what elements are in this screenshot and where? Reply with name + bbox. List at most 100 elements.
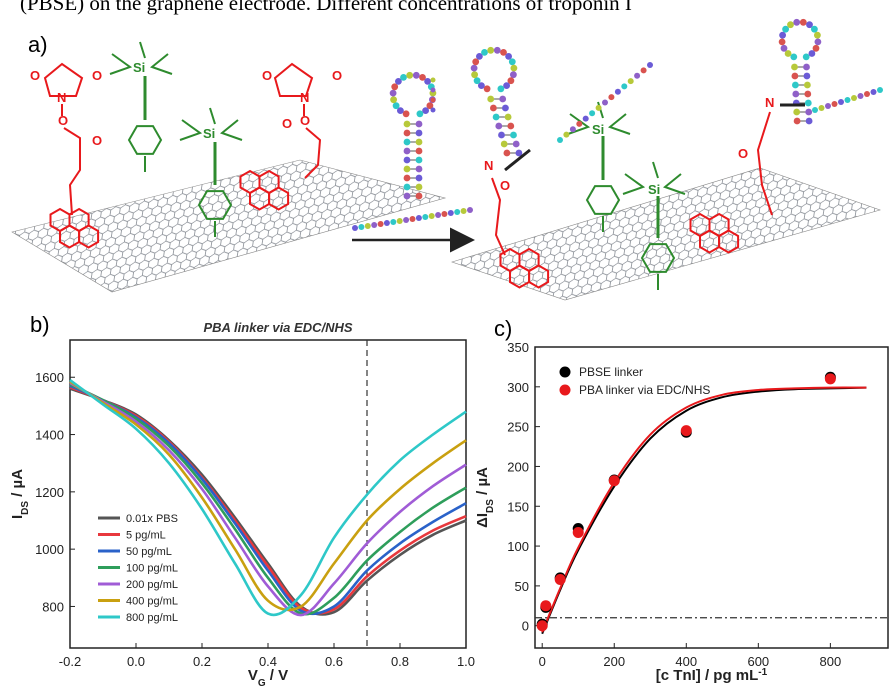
nucleotide — [502, 105, 509, 112]
nucleotide — [787, 21, 794, 28]
ring — [587, 186, 619, 214]
nucleotide — [416, 193, 423, 200]
nucleotide — [647, 62, 653, 68]
nucleotide — [404, 166, 411, 173]
nucleotide — [404, 130, 411, 137]
x-tick-label: 0.8 — [391, 654, 409, 669]
label-part: -1 — [758, 667, 767, 678]
nucleotide — [505, 114, 512, 121]
panel-label: a) — [28, 32, 48, 57]
atom-label: O — [332, 68, 342, 83]
nucleotide — [812, 107, 818, 113]
nucleotide — [422, 214, 428, 220]
x-axis-label: [c TnI] / pg mL-1 — [656, 667, 768, 685]
nucleotide — [413, 72, 420, 79]
nucleotide — [825, 103, 831, 109]
nucleotide — [429, 213, 435, 219]
nucleotide — [441, 211, 447, 217]
nucleotide — [814, 32, 821, 39]
data-point — [573, 527, 584, 538]
atom-label: Si — [133, 60, 145, 75]
nucleotide — [815, 39, 822, 46]
nucleotide — [417, 110, 424, 117]
nucleotide — [490, 105, 497, 112]
panel-label: b) — [30, 312, 50, 337]
nucleotide — [498, 85, 505, 92]
nucleotide — [513, 141, 520, 148]
nucleotide — [393, 102, 400, 109]
nucleotide — [416, 130, 423, 137]
nucleotide — [804, 82, 811, 89]
nucleotide — [838, 99, 844, 105]
label-part: / V — [266, 667, 289, 684]
nucleotide — [805, 109, 812, 116]
nucleotide — [495, 123, 502, 130]
nucleotide — [416, 121, 423, 128]
atom-label: Si — [592, 122, 604, 137]
bond — [64, 128, 80, 215]
nucleotide — [435, 212, 441, 218]
y-tick-label: 100 — [507, 539, 529, 554]
nucleotide — [404, 184, 411, 191]
legend-label: 200 pg/mL — [126, 579, 178, 591]
nucleotide — [851, 95, 857, 101]
nucleotide — [791, 64, 798, 71]
label-part: ΔI — [474, 513, 491, 528]
nucleotide — [403, 217, 409, 223]
nucleotide — [352, 225, 358, 231]
label-part: DS — [485, 499, 496, 513]
nucleotide — [461, 208, 467, 214]
nucleotide — [487, 47, 494, 54]
y-tick-label: 200 — [507, 459, 529, 474]
nucleotide — [422, 107, 429, 114]
nucleotide — [416, 166, 423, 173]
legend-label: 50 pg/mL — [126, 546, 172, 558]
data-point — [537, 620, 548, 631]
nucleotide — [397, 218, 403, 224]
nucleotide — [416, 184, 423, 191]
y-axis-label: ΔIDS / µA — [474, 467, 496, 528]
nucleotide — [779, 32, 786, 39]
nucleotide — [471, 71, 478, 78]
nucleotide — [474, 77, 481, 84]
nucleotide — [499, 96, 506, 103]
y-tick-label: 300 — [507, 380, 529, 395]
nucleotide — [819, 105, 825, 111]
y-tick-label: 150 — [507, 499, 529, 514]
atom-label: O — [30, 68, 40, 83]
nucleotide — [484, 85, 491, 92]
data-point — [540, 600, 551, 611]
bond — [180, 120, 200, 140]
nucleotide — [431, 78, 436, 83]
nucleotide — [811, 26, 818, 33]
x-tick-label: 0.2 — [193, 654, 211, 669]
x-tick-label: 0 — [539, 654, 546, 669]
nucleotide — [416, 215, 422, 221]
x-tick-label: 800 — [820, 654, 842, 669]
atom-label: Si — [203, 126, 215, 141]
nucleotide — [504, 150, 511, 157]
x-tick-label: 0.6 — [325, 654, 343, 669]
atom-label: O — [738, 146, 748, 161]
nucleotide — [602, 100, 608, 106]
nucleotide — [794, 118, 801, 125]
y-tick-label: 1000 — [35, 542, 64, 557]
nucleotide — [404, 175, 411, 182]
atom-label: O — [92, 133, 102, 148]
nucleotide — [390, 96, 397, 103]
nucleotide — [390, 90, 397, 97]
header-text: (PBSE) on the graphene electrode. Differ… — [20, 0, 632, 15]
label-part: DS — [20, 501, 31, 515]
nucleotide — [809, 50, 816, 57]
nucleotide — [621, 83, 627, 89]
atom-label: O — [262, 68, 272, 83]
atom-label: N — [57, 90, 66, 105]
nucleotide — [858, 93, 864, 99]
nucleotide — [877, 87, 883, 93]
nucleotide — [410, 216, 416, 222]
nucleotide — [793, 19, 800, 26]
nucleotide — [416, 157, 423, 164]
nucleotide — [563, 132, 569, 138]
nucleotide — [404, 148, 411, 155]
